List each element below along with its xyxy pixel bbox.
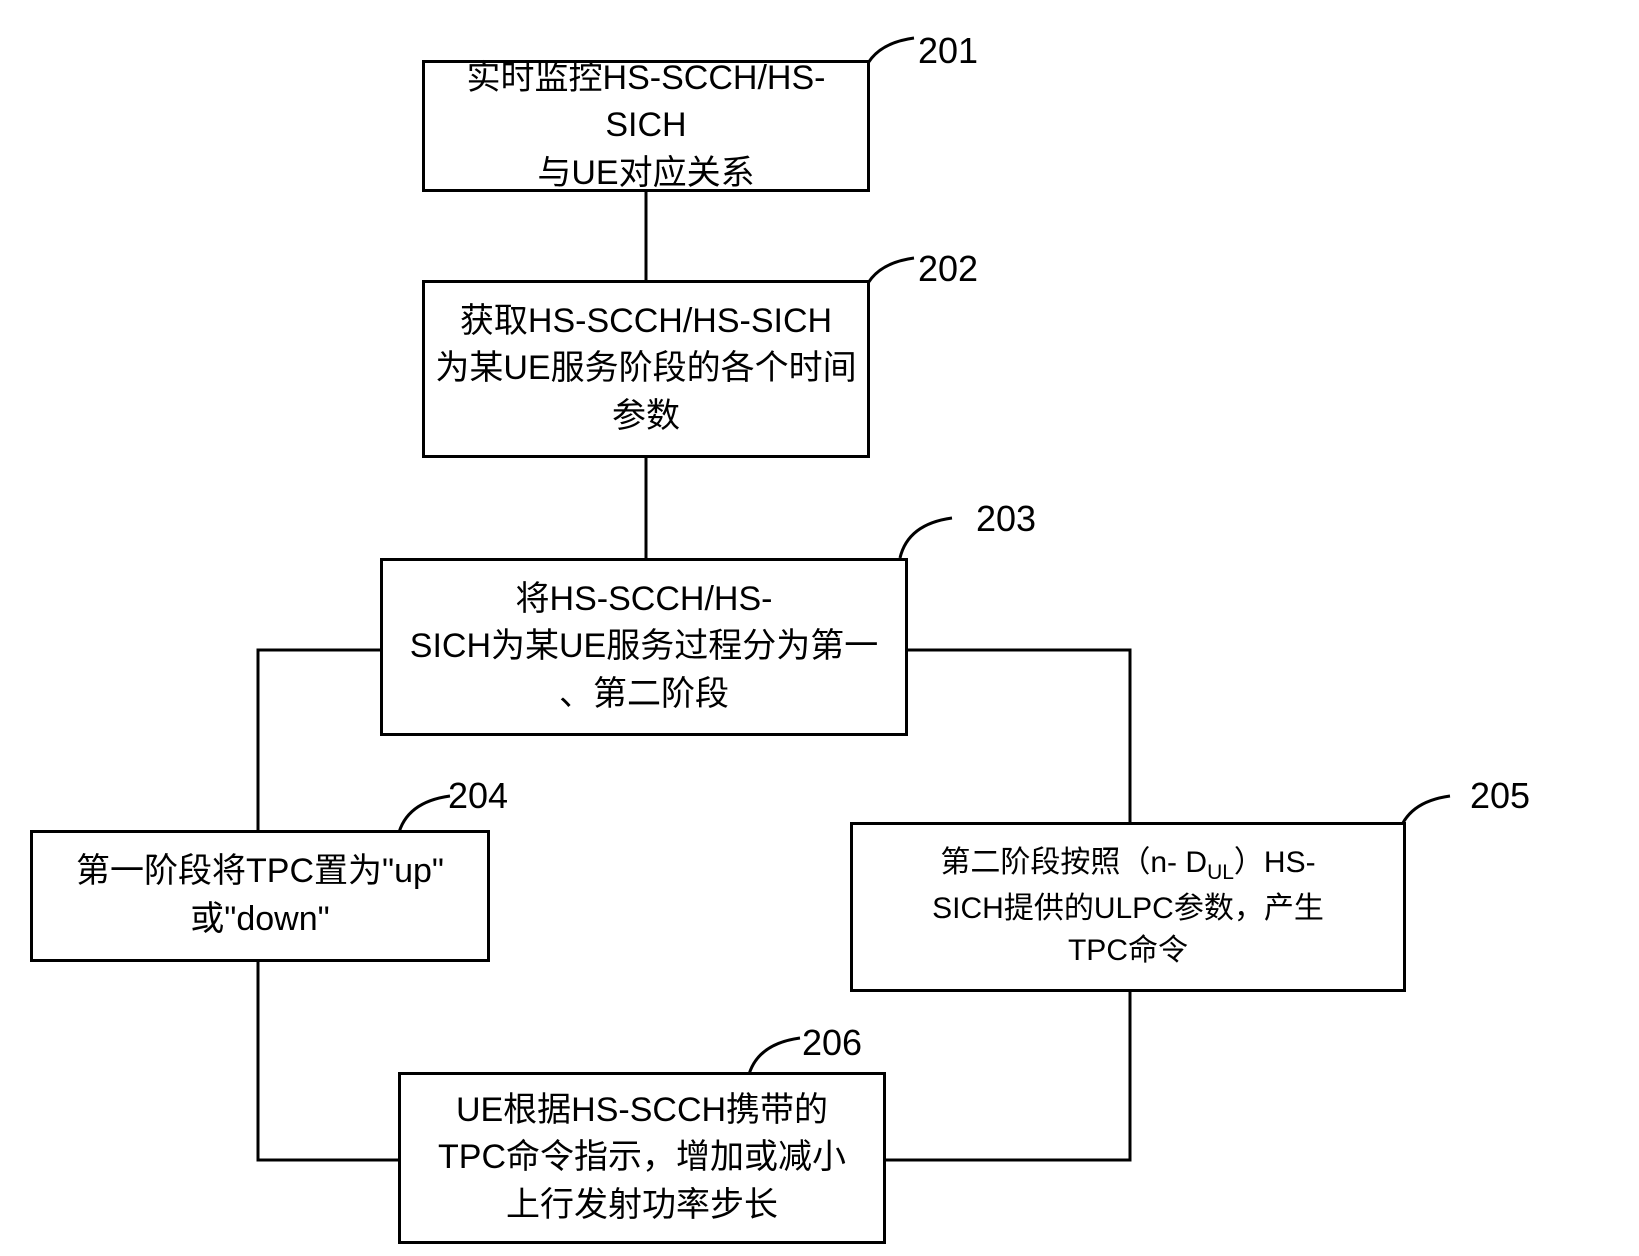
node-text: 实时监控HS-SCCH/HS-SICH与UE对应关系 (435, 55, 857, 198)
node-label-205: 205 (1470, 775, 1530, 817)
node-text: 将HS-SCCH/HS-SICH为某UE服务过程分为第一、第二阶段 (410, 576, 878, 719)
edge-203-204 (258, 650, 380, 830)
node-label-204: 204 (448, 775, 508, 817)
node-text: UE根据HS-SCCH携带的TPC命令指示，增加或减小上行发射功率步长 (438, 1087, 846, 1230)
flowchart-node-205: 第二阶段按照（n- DUL）HS-SICH提供的ULPC参数，产生TPC命令 (850, 822, 1406, 992)
edge-204-206 (258, 962, 398, 1160)
node-label-201: 201 (918, 30, 978, 72)
flowchart-node-206: UE根据HS-SCCH携带的TPC命令指示，增加或减小上行发射功率步长 (398, 1072, 886, 1244)
edge-203-205 (908, 650, 1130, 822)
node-label-203: 203 (976, 498, 1036, 540)
node-text: 第一阶段将TPC置为"up"或"down" (76, 848, 444, 943)
flowchart-node-201: 实时监控HS-SCCH/HS-SICH与UE对应关系 (422, 60, 870, 192)
node-label-202: 202 (918, 248, 978, 290)
node-text: 获取HS-SCCH/HS-SICH为某UE服务阶段的各个时间参数 (435, 298, 856, 441)
flowchart-node-202: 获取HS-SCCH/HS-SICH为某UE服务阶段的各个时间参数 (422, 280, 870, 458)
callout-curve (900, 518, 952, 558)
flowchart-node-204: 第一阶段将TPC置为"up"或"down" (30, 830, 490, 962)
edge-205-206 (886, 992, 1130, 1160)
flowchart-node-203: 将HS-SCCH/HS-SICH为某UE服务过程分为第一、第二阶段 (380, 558, 908, 736)
node-label-206: 206 (802, 1022, 862, 1064)
node-text: 第二阶段按照（n- DUL）HS-SICH提供的ULPC参数，产生TPC命令 (932, 842, 1324, 971)
